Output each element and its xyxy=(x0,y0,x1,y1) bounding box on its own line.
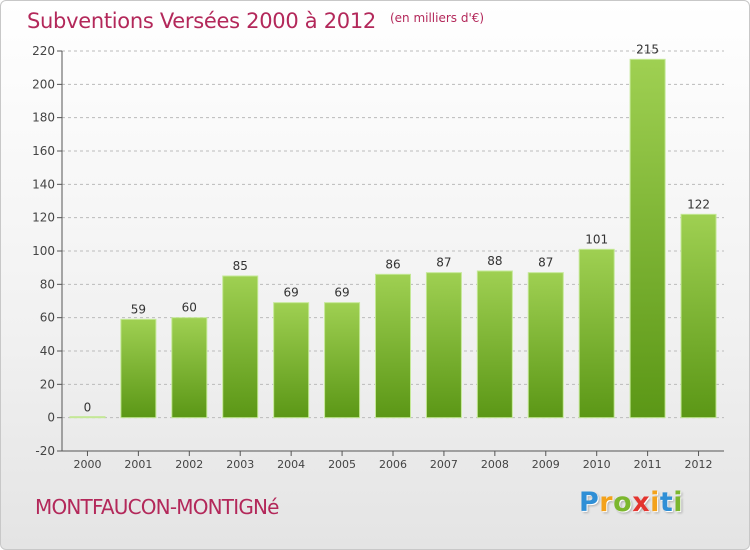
bar xyxy=(680,213,717,419)
data-label: 60 xyxy=(182,301,197,315)
data-label: 101 xyxy=(585,232,608,246)
y-tick-label: 20 xyxy=(40,377,55,391)
bar xyxy=(222,275,259,419)
logo-letter: x xyxy=(632,487,651,518)
bar xyxy=(425,272,462,419)
y-tick-label: -20 xyxy=(35,444,55,458)
logo-letter: P xyxy=(579,487,600,518)
bar xyxy=(171,317,208,419)
x-tick-label: 2000 xyxy=(73,458,101,471)
x-tick-label: 2003 xyxy=(226,458,254,471)
y-tick-label: 120 xyxy=(32,211,55,225)
y-tick-label: 60 xyxy=(40,311,55,325)
x-tick-label: 2004 xyxy=(277,458,305,471)
x-tick-label: 2007 xyxy=(430,458,458,471)
data-label: 122 xyxy=(687,197,710,211)
y-tick-label: 0 xyxy=(47,411,55,425)
x-tick-label: 2010 xyxy=(583,458,611,471)
data-label: 87 xyxy=(436,256,451,270)
y-tick-label: 140 xyxy=(32,177,55,191)
x-tick-label: 2002 xyxy=(175,458,203,471)
data-label: 86 xyxy=(385,257,400,271)
bar xyxy=(324,302,361,419)
y-tick-label: 220 xyxy=(32,44,55,58)
y-tick-label: 160 xyxy=(32,144,55,158)
x-tick-label: 2009 xyxy=(532,458,560,471)
bar xyxy=(476,270,513,419)
y-tick-label: 100 xyxy=(32,244,55,258)
logo-letter: r xyxy=(599,487,614,518)
data-label: 69 xyxy=(284,286,299,300)
bar xyxy=(273,302,310,419)
data-label: 69 xyxy=(334,286,349,300)
y-tick-label: 80 xyxy=(40,277,55,291)
data-label: 0 xyxy=(84,401,92,415)
logo-letter: o xyxy=(613,487,633,518)
chart-title: Subventions Versées 2000 à 2012 xyxy=(27,9,376,33)
bar xyxy=(629,58,666,419)
title-row: Subventions Versées 2000 à 2012 (en milli… xyxy=(27,9,484,33)
logo-letter: t xyxy=(659,487,674,518)
x-tick-label: 2008 xyxy=(481,458,509,471)
bar xyxy=(375,273,411,419)
bar xyxy=(527,272,564,419)
data-label: 85 xyxy=(233,259,248,273)
y-tick-label: 180 xyxy=(32,111,55,125)
bar xyxy=(578,248,615,419)
data-label: 88 xyxy=(487,254,502,268)
place-name: MONTFAUCON-MONTIGNé xyxy=(35,495,279,519)
bar xyxy=(120,318,157,419)
proxiti-logo: Proxiti xyxy=(579,487,683,518)
chart-unit: (en milliers d'€) xyxy=(389,11,485,25)
bar xyxy=(69,416,106,419)
data-label: 87 xyxy=(538,256,553,270)
y-tick-label: 200 xyxy=(32,77,55,91)
logo-letter: i xyxy=(673,487,684,518)
x-tick-label: 2011 xyxy=(634,458,662,471)
logo-letter: i xyxy=(650,487,660,518)
data-label: 59 xyxy=(131,302,146,316)
x-tick-label: 2005 xyxy=(328,458,356,471)
x-tick-label: 2006 xyxy=(379,458,407,471)
data-label: 215 xyxy=(636,42,659,56)
y-tick-label: 40 xyxy=(40,344,55,358)
x-tick-label: 2012 xyxy=(685,458,713,471)
x-tick-label: 2001 xyxy=(124,458,152,471)
